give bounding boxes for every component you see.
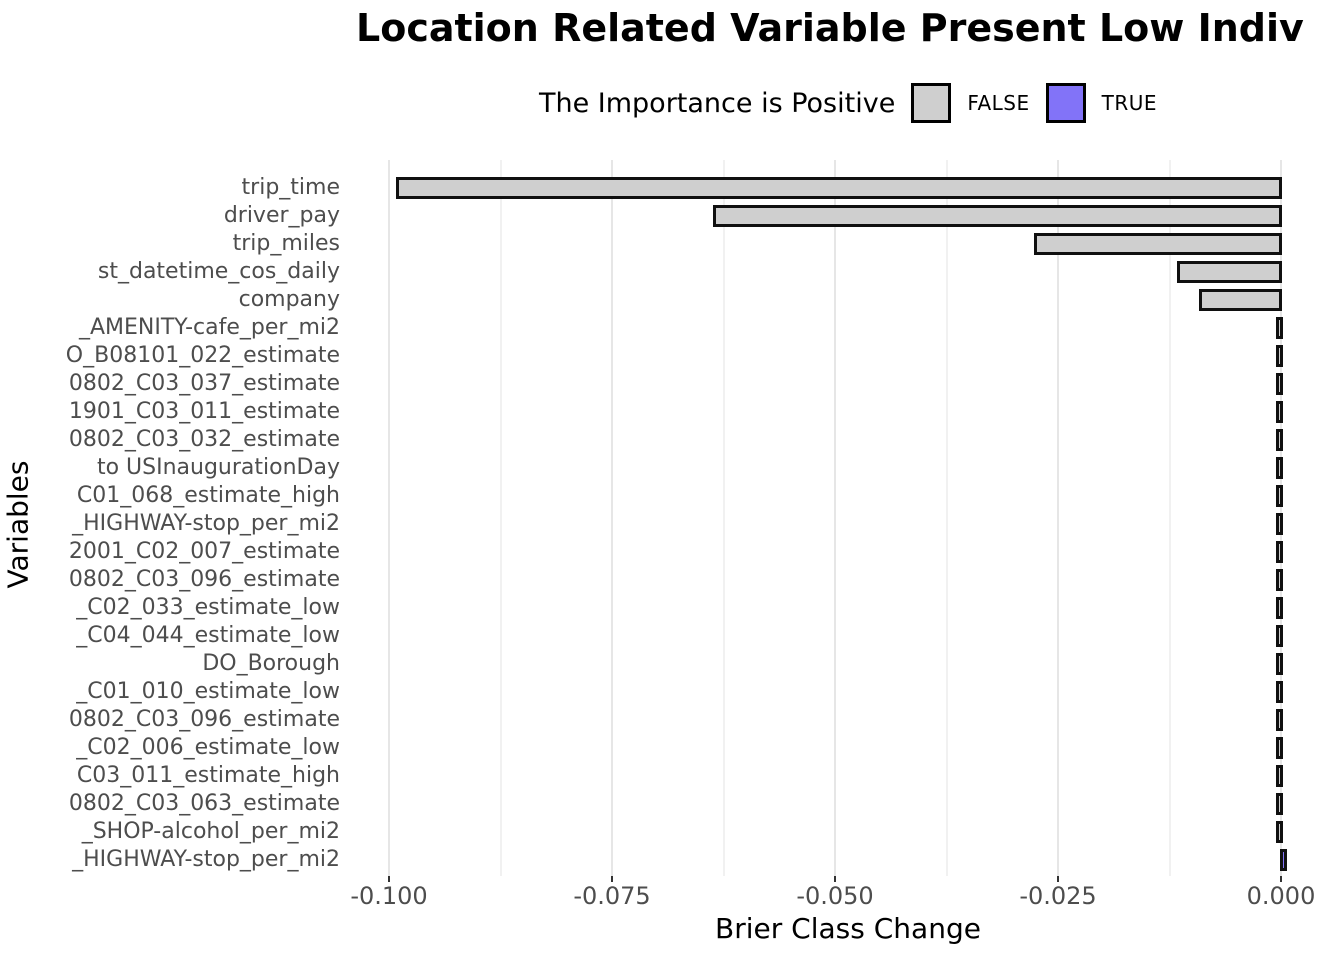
y-tick-label: trip_miles (232, 231, 340, 256)
y-tick-label: st_datetime_cos_daily (97, 259, 340, 284)
x-tick-label: -0.075 (573, 882, 651, 910)
y-tick-label: _AMENITY-cafe_per_mi2 (78, 315, 340, 340)
bar-C03_011_estimate_high (1275, 765, 1283, 787)
bar-0802_C03_037_estimate (1275, 373, 1283, 395)
bar-0802_C03_096_estimate (1275, 709, 1283, 731)
y-tick-label: 1901_C03_011_estimate (68, 399, 340, 424)
bar-0802_C03_096_estimate (1275, 569, 1283, 591)
bar-_HIGHWAY-stop_per_mi2 (1275, 513, 1283, 535)
bar-_C04_044_estimate_low (1275, 625, 1283, 647)
y-tick-label: DO_Borough (202, 651, 340, 676)
gridline-major (611, 160, 613, 876)
bar-_C02_006_estimate_low (1275, 737, 1283, 759)
gridline-major (834, 160, 836, 876)
y-tick-label: 0802_C03_037_estimate (68, 371, 340, 396)
bar-trip_miles (1034, 233, 1283, 255)
bar-O_B08101_022_estimate (1275, 345, 1283, 367)
gridline-minor (1168, 160, 1171, 876)
bar-_SHOP-alcohol_per_mi2 (1275, 821, 1283, 843)
x-tick-label: -0.100 (350, 882, 428, 910)
y-tick-label: 0802_C03_032_estimate (68, 427, 340, 452)
y-tick-label: company (238, 287, 340, 312)
bar-_C02_033_estimate_low (1275, 597, 1283, 619)
bar-_C01_010_estimate_low (1275, 681, 1283, 703)
x-tick-mark (388, 876, 390, 882)
bar-company (1199, 289, 1283, 311)
y-tick-label: 0802_C03_096_estimate (68, 707, 340, 732)
x-tick-label: -0.050 (796, 882, 874, 910)
x-tick-mark (834, 876, 836, 882)
y-tick-label: _C04_044_estimate_low (76, 623, 340, 648)
legend: The Importance is Positive FALSE TRUE (352, 78, 1344, 128)
legend-title: The Importance is Positive (538, 87, 896, 119)
x-tick-mark (611, 876, 613, 882)
y-tick-label: _HIGHWAY-stop_per_mi2 (72, 511, 340, 536)
y-tick-label: _C02_033_estimate_low (76, 595, 340, 620)
y-tick-label: _C01_010_estimate_low (76, 679, 340, 704)
bar-driver_pay (713, 205, 1283, 227)
bar-_HIGHWAY-stop_per_mi2 (1279, 849, 1287, 871)
y-tick-label: to USInaugurationDay (96, 455, 340, 480)
y-tick-label: 0802_C03_096_estimate (68, 567, 340, 592)
y-tick-label: C01_068_estimate_high (76, 483, 340, 508)
legend-label-false: FALSE (967, 91, 1030, 115)
y-tick-label: _SHOP-alcohol_per_mi2 (81, 819, 340, 844)
y-tick-label: trip_time (241, 175, 340, 200)
bar-0802_C03_032_estimate (1275, 429, 1283, 451)
gridline-major (1057, 160, 1059, 876)
bar-0802_C03_063_estimate (1275, 793, 1283, 815)
plot-panel (352, 160, 1344, 876)
y-tick-label: 2001_C02_007_estimate (68, 539, 340, 564)
y-tick-label: 0802_C03_063_estimate (68, 791, 340, 816)
bar-trip_time (396, 177, 1283, 199)
bar-st_datetime_cos_daily (1176, 261, 1283, 283)
x-tick-mark (1280, 876, 1282, 882)
y-tick-label: C03_011_estimate_high (76, 763, 340, 788)
y-tick-label: _HIGHWAY-stop_per_mi2 (72, 847, 340, 872)
legend-swatch-true (1045, 83, 1086, 123)
gridline-minor (499, 160, 502, 876)
x-tick-label: 0.000 (1246, 882, 1316, 910)
x-axis-title: Brier Class Change (715, 912, 981, 945)
bar-_AMENITY-cafe_per_mi2 (1275, 317, 1283, 339)
y-tick-label: _C02_006_estimate_low (76, 735, 340, 760)
gridline-minor (945, 160, 948, 876)
bar-to USInaugurationDay (1275, 457, 1283, 479)
gridline-major (388, 160, 390, 876)
y-tick-label: driver_pay (223, 203, 340, 228)
bar-C01_068_estimate_high (1275, 485, 1283, 507)
x-tick-mark (1057, 876, 1059, 882)
x-tick-label: -0.025 (1019, 882, 1097, 910)
legend-swatch-false (911, 83, 952, 123)
legend-label-true: TRUE (1101, 91, 1158, 115)
bar-1901_C03_011_estimate (1275, 401, 1283, 423)
bar-2001_C02_007_estimate (1275, 541, 1283, 563)
y-tick-label: O_B08101_022_estimate (65, 343, 340, 368)
gridline-minor (722, 160, 725, 876)
chart-title: Location Related Variable Present Low In… (356, 6, 1304, 50)
bar-DO_Borough (1275, 653, 1283, 675)
